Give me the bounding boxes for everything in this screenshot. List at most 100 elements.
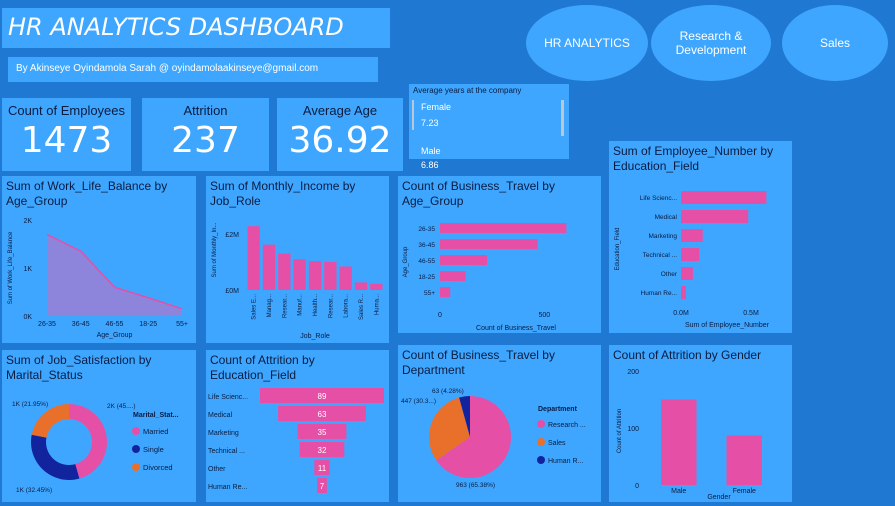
jobsat-slice-label: 1K (32.45%) xyxy=(16,487,52,494)
emp-edu-bar xyxy=(681,229,703,242)
emp-edu-ytick: Marketing xyxy=(648,233,677,240)
attr-edu-card: Count of Attrition by Education_Field 89… xyxy=(206,350,389,502)
income-bar xyxy=(293,259,306,290)
attr-gender-ylabel: Count of Attrition xyxy=(617,409,623,453)
travel-age-ylabel: Age_Group xyxy=(403,246,409,277)
kpi-age-value: 36.92 xyxy=(288,120,392,161)
wlb-xlabel: Age_Group xyxy=(97,332,133,339)
emp-edu-card: Sum of Employee_Number by Education_Fiel… xyxy=(609,141,792,333)
emp-edu-ytick: Life Scienc... xyxy=(640,195,677,202)
attr-edu-bar xyxy=(260,388,384,403)
income-xtick: Manag... xyxy=(267,294,273,318)
scrollbar-right[interactable] xyxy=(561,100,564,136)
travel-age-bar xyxy=(440,239,538,249)
attr-edu-bar xyxy=(297,424,347,439)
kpi-employees-card: Count of Employees 1473 xyxy=(2,98,131,171)
travel-dept-card: Count of Business_Travel by Department 9… xyxy=(398,345,601,502)
dashboard-title: HR ANALYTICS DASHBOARD xyxy=(8,13,344,41)
wlb-area xyxy=(47,234,182,316)
income-bar xyxy=(247,226,260,290)
avg-years-male-value: 6.86 xyxy=(421,160,439,170)
wlb-card: Sum of Work_Life_Balance by Age_Group 0K… xyxy=(2,176,196,343)
jobsat-slice xyxy=(30,434,80,480)
avg-years-female-value: 7.23 xyxy=(421,118,439,128)
income-xtick: Labora... xyxy=(344,294,350,318)
travel-dept-slice-label: 963 (65.38%) xyxy=(456,482,495,489)
attr-edu-label: Life Scienc... xyxy=(208,394,248,401)
attr-edu-bar xyxy=(314,460,330,475)
income-chart: £2M £0M Sales E... Manag... Resear... Manuf..… xyxy=(212,222,383,340)
nav-sales-button[interactable]: Sales xyxy=(782,5,888,81)
travel-age-ytick: 46-55 xyxy=(418,258,435,265)
jobsat-legend-label: Single xyxy=(143,445,164,454)
income-bar xyxy=(354,282,368,290)
wlb-ytick: 2K xyxy=(23,218,32,225)
attr-edu-label: Marketing xyxy=(208,430,239,437)
travel-dept-legend-dot xyxy=(537,438,545,446)
emp-edu-bar xyxy=(681,267,693,280)
travel-age-card: Count of Business_Travel by Age_Group 26… xyxy=(398,176,601,333)
income-xtick: Manuf... xyxy=(298,294,304,316)
emp-edu-xtick: 0.0M xyxy=(673,310,689,317)
income-card: Sum of Monthly_Income by Job_Role £2M £0M… xyxy=(206,176,389,343)
travel-dept-chart: 963 (65.38%) 447 (30.3...) 63 (4.28%) Depar… xyxy=(401,388,586,489)
travel-dept-legend-label: Research ... xyxy=(548,422,586,429)
attr-edu-bar xyxy=(299,442,345,457)
travel-age-xtick: 500 xyxy=(538,312,550,319)
wlb-chart: 0K 1K 2K 26-35 36-45 46-55 18-25 55+ Age_Group Su… xyxy=(8,218,188,339)
author-line: By Akinseye Oyindamola Sarah @ oyindamol… xyxy=(8,57,378,82)
emp-edu-bar xyxy=(681,286,686,299)
income-bar xyxy=(324,262,337,290)
jobsat-card: Sum of Job_Satisfaction by Marital_Statu… xyxy=(2,350,196,502)
nav-research-development-button[interactable]: Research & Development xyxy=(651,5,771,81)
attr-edu-label: Medical xyxy=(208,412,233,419)
emp-edu-bar xyxy=(681,210,749,223)
wlb-title: Sum of Work_Life_Balance by Age_Group xyxy=(6,179,168,208)
travel-age-bar xyxy=(440,255,488,265)
jobsat-chart: 2K (45....) 1K (32.45%) 1K (21.95%) Marital… xyxy=(12,401,179,494)
jobsat-legend-label: Divorced xyxy=(143,463,173,472)
avg-years-male-label: Male xyxy=(421,146,441,156)
kpi-age-card: Average Age 36.92 xyxy=(277,98,403,171)
attr-edu-value: 63 xyxy=(318,410,327,419)
avg-years-female-label: Female xyxy=(421,102,452,112)
travel-age-ytick: 55+ xyxy=(424,290,435,297)
wlb-ylabel: Sum of Work_Life_Balance xyxy=(8,231,14,304)
attr-edu-bar xyxy=(317,478,327,493)
wlb-xtick: 26-35 xyxy=(38,321,56,328)
travel-age-ytick: 36-45 xyxy=(418,242,435,249)
income-xtick: Huma... xyxy=(374,294,380,315)
kpi-employees-value: 1473 xyxy=(20,120,113,161)
income-bar xyxy=(370,283,383,290)
jobsat-slice xyxy=(69,404,107,479)
travel-age-title: Count of Business_Travel by Age_Group xyxy=(402,179,555,208)
jobsat-legend-title: Marital_Stat... xyxy=(133,412,179,419)
kpi-attrition-card: Attrition 237 xyxy=(142,98,269,171)
income-title: Sum of Monthly_Income by Job_Role xyxy=(210,179,356,208)
jobsat-slice-label: 2K (45....) xyxy=(107,403,136,410)
jobsat-legend-dot xyxy=(132,427,140,435)
travel-age-ytick: 26-35 xyxy=(418,226,435,233)
attr-gender-xtick: Male xyxy=(671,488,686,495)
jobsat-slice-label: 1K (21.95%) xyxy=(12,401,48,408)
avg-years-card: Average years at the company Female 7.23… xyxy=(409,84,569,170)
wlb-ytick: 1K xyxy=(23,266,32,273)
travel-age-bar xyxy=(440,271,466,281)
attr-edu-label: Technical ... xyxy=(208,448,245,455)
attr-edu-chart: 89 Life Scienc... 63 Medical 35 Marketing 32 Te… xyxy=(208,388,384,493)
income-xtick: Resear... xyxy=(328,294,334,318)
jobsat-title: Sum of Job_Satisfaction by Marital_Statu… xyxy=(6,353,152,382)
attr-edu-bar xyxy=(278,406,366,421)
travel-age-chart: 26-35 36-45 46-55 18-25 55+ 0 500 Count of Busi… xyxy=(403,223,567,332)
travel-dept-legend-label: Sales xyxy=(548,440,566,447)
nav-hr-analytics-button[interactable]: HR ANALYTICS xyxy=(526,5,648,81)
travel-dept-slice xyxy=(429,397,470,461)
travel-age-xlabel: Count of Business_Travel xyxy=(476,325,556,332)
wlb-xtick: 55+ xyxy=(176,321,188,328)
income-ytick: £0M xyxy=(225,288,239,295)
attr-gender-ytick: 100 xyxy=(627,426,639,433)
travel-dept-legend-label: Human R... xyxy=(548,458,583,465)
jobsat-legend-dot xyxy=(132,445,140,453)
travel-dept-legend-title: Department xyxy=(538,406,578,413)
travel-dept-legend-dot xyxy=(537,420,545,428)
